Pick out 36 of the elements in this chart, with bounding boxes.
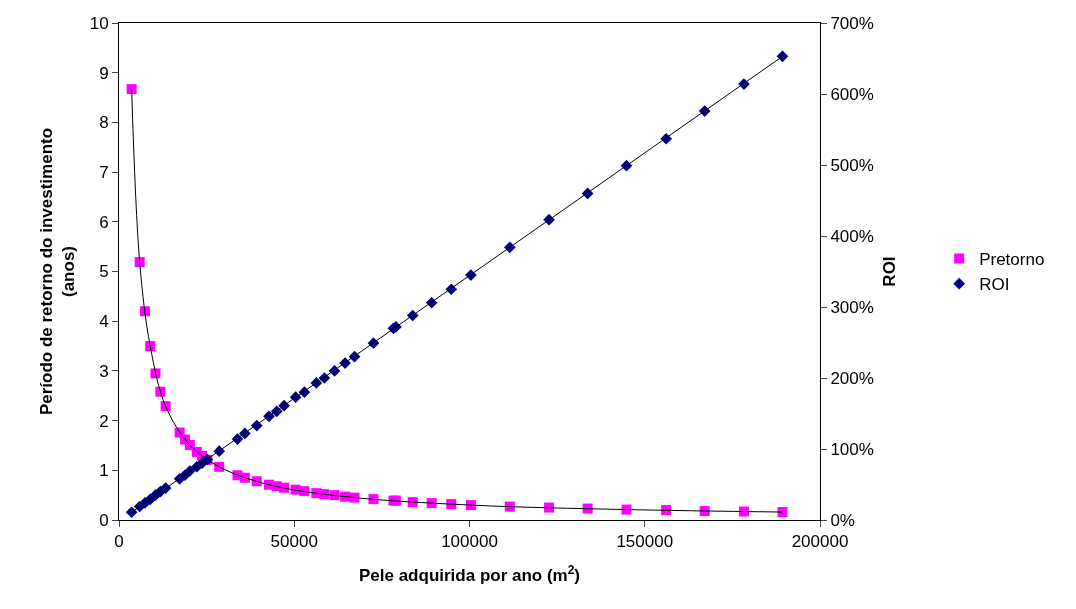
y-axis-title: Período de retorno do investimento (anos): [37, 127, 79, 416]
y-tick-label: 0: [99, 510, 109, 530]
y2-axis-title: ROI: [880, 256, 900, 287]
y2-tick-label: 500%: [830, 155, 874, 175]
point: [125, 506, 138, 519]
y2-tick-label: 600%: [830, 84, 874, 104]
point: [504, 501, 515, 512]
y-tick-label: 8: [99, 113, 109, 133]
point: [621, 504, 632, 515]
point: [738, 506, 749, 517]
y-tick-label: 7: [99, 163, 109, 183]
y2-tick-label: 700%: [830, 13, 874, 33]
y-tick-label: 4: [99, 312, 109, 332]
point: [582, 503, 593, 514]
legend-label: Pretorno: [979, 250, 1045, 270]
y-tick-label: 1: [99, 461, 109, 481]
y-tick-label: 2: [99, 411, 109, 431]
y-tick-label: 10: [89, 13, 109, 33]
y-tick-label: 6: [99, 212, 109, 232]
y-tick-label: 5: [99, 262, 109, 282]
y-tick-label: 3: [99, 361, 109, 381]
y2-tick-label: 0%: [830, 510, 855, 530]
y2-tick-label: 100%: [830, 439, 874, 459]
x-tick-label: 0: [114, 532, 124, 552]
x-tick-label: 150000: [616, 532, 674, 552]
point: [777, 507, 788, 518]
y2-tick-label: 300%: [830, 297, 874, 317]
y2-tick-label: 400%: [830, 226, 874, 246]
x-tick-label: 100000: [441, 532, 498, 552]
legend-label: ROI: [979, 275, 1010, 295]
x-tick-label: 50000: [270, 532, 318, 552]
x-tick-label: 200000: [791, 532, 849, 552]
point: [126, 84, 137, 95]
x-axis-title: Pele adquirida por ano (m$^{2}$): [358, 562, 581, 585]
y-tick-label: 9: [99, 63, 109, 83]
y2-tick-label: 200%: [830, 368, 874, 388]
